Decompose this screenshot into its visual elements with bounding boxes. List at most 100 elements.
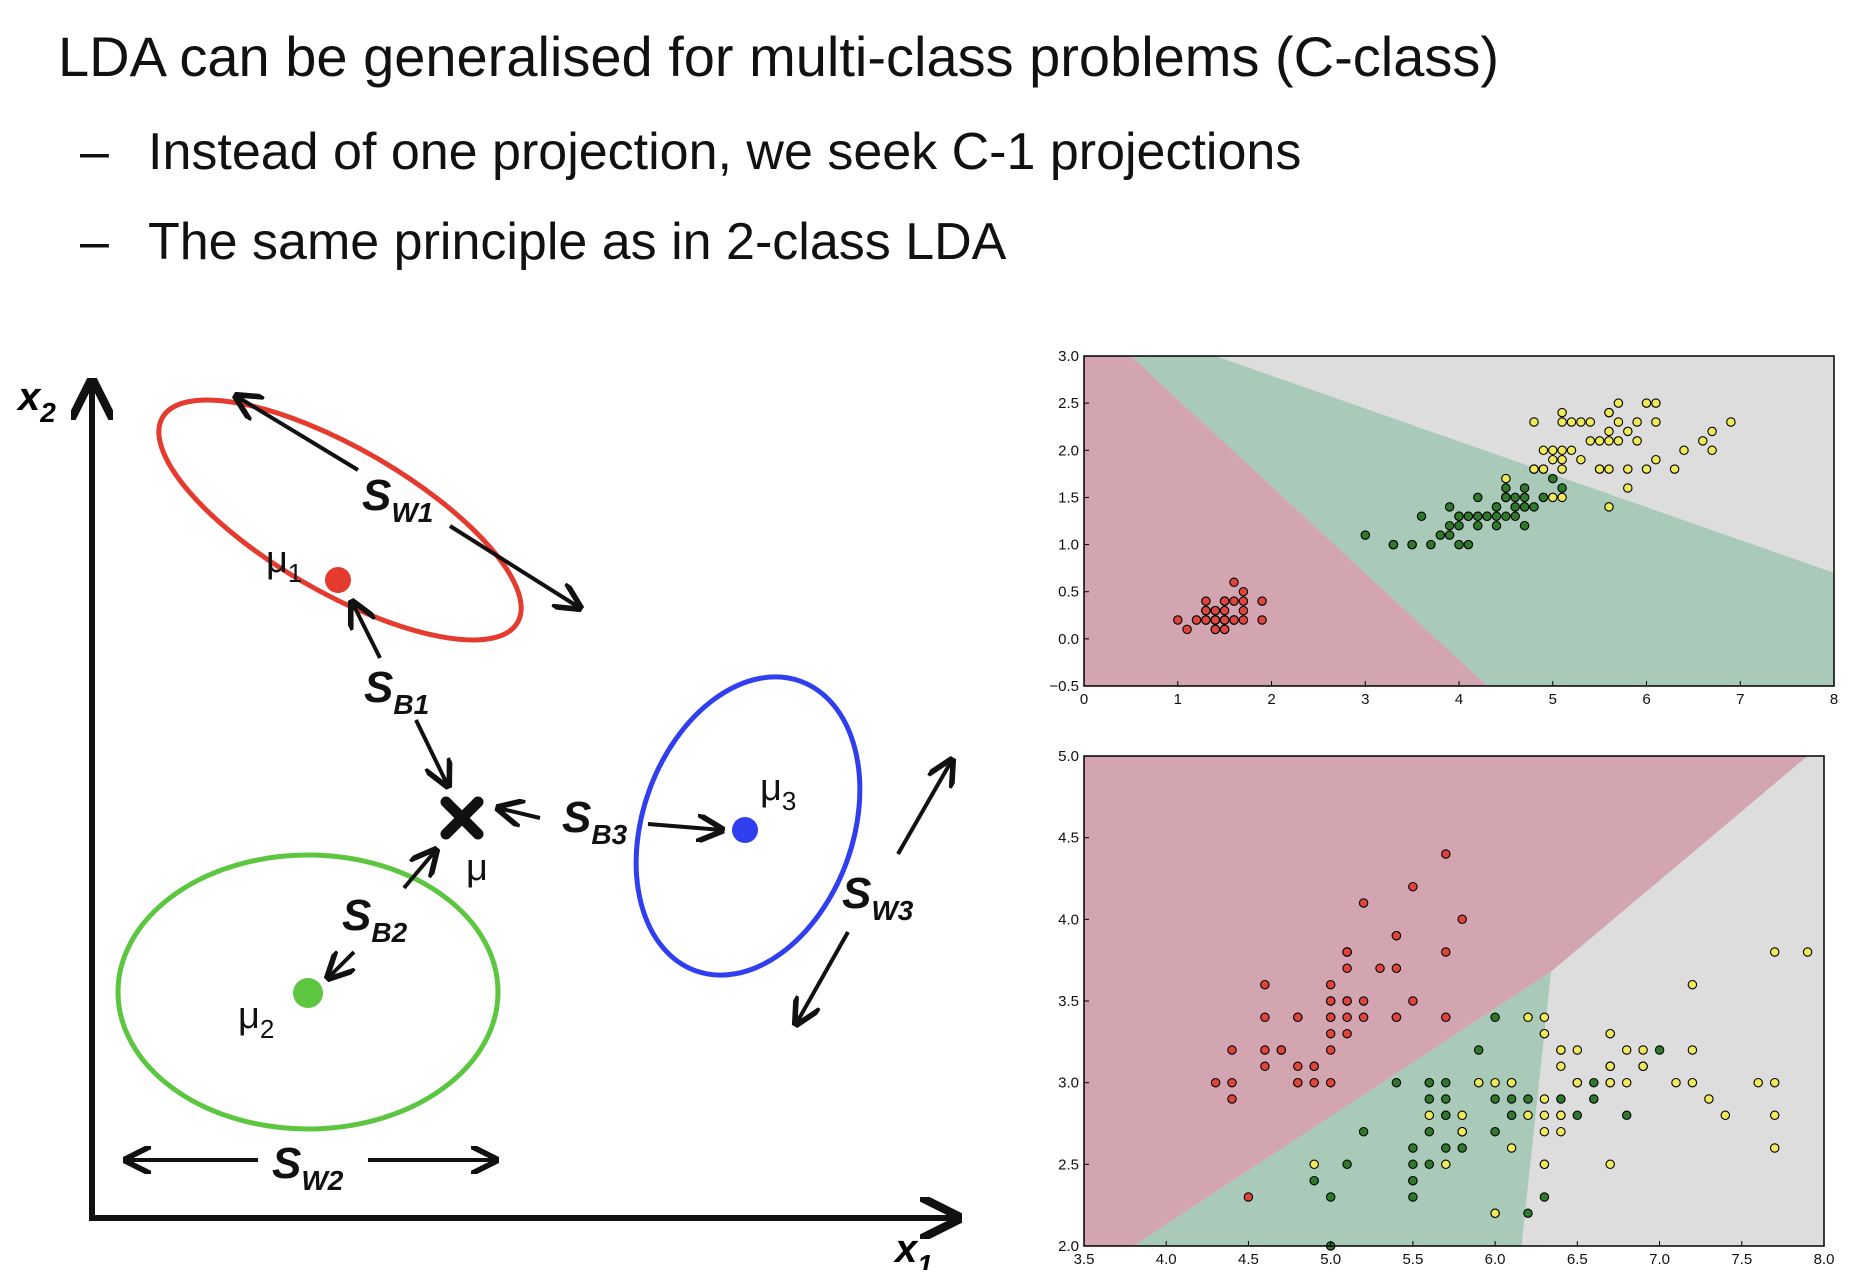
data-point-class1 (1342, 963, 1352, 974)
y-tick-label: 1.0 (1058, 537, 1079, 554)
data-point-class1 (1293, 1077, 1303, 1088)
y-tick-label: 3.0 (1058, 348, 1079, 365)
data-point-class3 (1769, 1110, 1780, 1121)
data-point-class3 (1641, 464, 1652, 474)
data-point-class3 (1557, 407, 1567, 418)
data-point-class1 (1210, 615, 1221, 625)
data-point-class3 (1557, 454, 1567, 465)
data-point-class2 (1473, 520, 1483, 531)
sb2-label: SB2 (342, 891, 408, 948)
data-point-class3 (1556, 1110, 1566, 1121)
data-point-class3 (1623, 464, 1633, 474)
y-tick-label: 3.5 (1058, 993, 1079, 1010)
x-tick-label: 3 (1361, 691, 1369, 708)
data-point-class3 (1605, 1061, 1615, 1072)
x-tick-label: 5.5 (1402, 1251, 1423, 1268)
data-point-class3 (1501, 473, 1511, 484)
data-point-class1 (1227, 1077, 1237, 1088)
data-point-class3 (1604, 502, 1614, 512)
data-point-class2 (1416, 511, 1427, 522)
x-tick-label: 0 (1080, 691, 1088, 708)
sw3-label: SW3 (842, 869, 914, 926)
data-point-class1 (1293, 1061, 1303, 1072)
data-point-class3 (1594, 464, 1605, 474)
data-point-class3 (1604, 426, 1614, 437)
x-tick-label: 4 (1455, 691, 1463, 708)
x-tick-label: 6.5 (1567, 1251, 1588, 1268)
data-point-class2 (1424, 1077, 1435, 1088)
data-point-class3 (1557, 445, 1567, 456)
data-point-class3 (1523, 1012, 1533, 1023)
mu2-label: μ2 (238, 995, 274, 1044)
data-point-class2 (1441, 1143, 1451, 1153)
data-point-class2 (1424, 1094, 1435, 1104)
data-point-class2 (1441, 1110, 1451, 1121)
data-point-class1 (1276, 1045, 1287, 1055)
data-point-class3 (1679, 445, 1689, 456)
data-point-class3 (1753, 1077, 1763, 1088)
data-point-class2 (1444, 530, 1455, 540)
bullet-item: – The same principle as in 2-class LDA (80, 210, 1006, 274)
data-point-class1 (1182, 624, 1192, 635)
region-class1 (1084, 356, 1488, 686)
sw1-arrow-up (236, 396, 360, 472)
data-point-class2 (1589, 1077, 1599, 1088)
data-point-class2 (1548, 473, 1558, 484)
y-tick-label: 0.5 (1058, 584, 1079, 601)
sb2-arrow (328, 952, 354, 978)
bullet-text: Instead of one projection, we seek C-1 p… (148, 123, 1302, 181)
data-point-class3 (1604, 436, 1614, 446)
data-point-class3 (1613, 398, 1624, 408)
data-point-class2 (1342, 1159, 1352, 1170)
data-point-class3 (1529, 464, 1539, 474)
data-point-class3 (1424, 1110, 1435, 1121)
data-point-class3 (1523, 1110, 1533, 1121)
data-point-class2 (1501, 492, 1511, 503)
data-point-class1 (1227, 1094, 1237, 1104)
data-point-class3 (1641, 398, 1652, 408)
data-point-class3 (1621, 1045, 1632, 1055)
data-point-class3 (1769, 1077, 1780, 1088)
data-point-class3 (1687, 979, 1698, 990)
sw3-arrow-down (796, 931, 850, 1024)
data-point-class3 (1506, 1143, 1517, 1153)
data-point-class2 (1408, 1143, 1418, 1153)
data-point-class1 (1342, 947, 1352, 957)
data-point-class1 (1257, 615, 1267, 625)
data-point-class3 (1539, 1110, 1550, 1121)
y-tick-label: 2.5 (1058, 1156, 1079, 1173)
class2-ellipse (115, 852, 501, 1132)
data-point-class3 (1671, 1077, 1681, 1088)
data-point-class3 (1720, 1110, 1731, 1121)
data-point-class3 (1557, 492, 1567, 503)
data-point-class2 (1519, 483, 1530, 493)
data-point-class3 (1638, 1061, 1648, 1072)
bullet-text: The same principle as in 2-class LDA (148, 213, 1007, 271)
data-point-class1 (1260, 1045, 1270, 1055)
data-point-class2 (1454, 520, 1464, 531)
data-point-class1 (1238, 586, 1249, 597)
sb3-arrow-left (498, 808, 541, 818)
data-point-class1 (1325, 1077, 1336, 1088)
bullet-marker: – (80, 213, 109, 271)
sw2-label: SW2 (272, 1139, 344, 1196)
data-point-class3 (1585, 436, 1596, 446)
data-point-class3 (1704, 1094, 1714, 1104)
data-point-class3 (1605, 1028, 1615, 1039)
data-point-class1 (1391, 1012, 1402, 1023)
data-point-class3 (1566, 445, 1577, 456)
data-point-class2 (1473, 1045, 1484, 1055)
data-point-class1 (1325, 1028, 1336, 1039)
data-point-class3 (1687, 1077, 1698, 1088)
data-point-class3 (1651, 398, 1661, 408)
data-point-class2 (1490, 1126, 1500, 1137)
data-point-class3 (1623, 426, 1633, 437)
x-tick-label: 4.5 (1238, 1251, 1259, 1268)
region-class2 (1133, 971, 1552, 1246)
data-point-class1 (1342, 1012, 1352, 1023)
data-point-class2 (1490, 1094, 1500, 1104)
data-point-class3 (1585, 417, 1596, 427)
data-point-class3 (1572, 1077, 1583, 1088)
y-tick-label: 2.5 (1058, 395, 1079, 412)
data-point-class2 (1510, 492, 1520, 503)
